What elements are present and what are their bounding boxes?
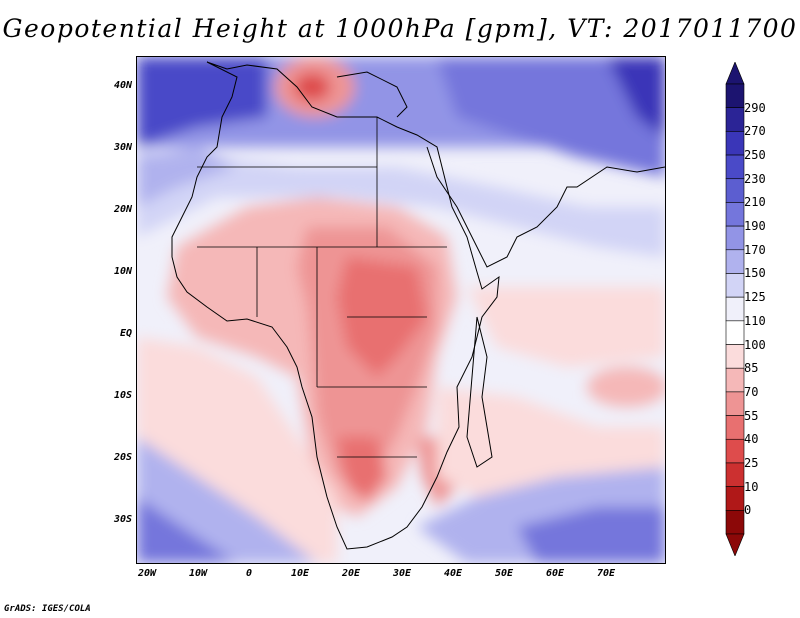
europe-coastline	[336, 71, 408, 118]
colorbar-level-label: 10	[744, 479, 759, 494]
colorbar-segment	[725, 462, 745, 487]
colorbar-level-label: 170	[744, 242, 766, 257]
colorbar-segment	[725, 83, 745, 108]
colorbar-level-label: 0	[744, 503, 752, 518]
lon-tick-label: 20W	[137, 568, 157, 579]
colorbar-level-label: 210	[744, 195, 766, 210]
height-field	[137, 57, 665, 563]
colorbar-level-label: 230	[744, 171, 766, 186]
colorbar-bottom-arrow	[725, 533, 745, 556]
country-borders	[197, 117, 447, 458]
madagascar-coastline	[466, 316, 493, 468]
map-panel[interactable]	[136, 56, 666, 564]
colorbar-level-label: 85	[744, 361, 759, 376]
lat-tick-label: 30S	[113, 514, 132, 525]
lat-tick-label: 10S	[113, 390, 132, 401]
colorbar-segment	[725, 344, 745, 369]
colorbar-segment	[725, 415, 745, 440]
lat-tick-label: 40N	[113, 80, 132, 91]
lon-tick-label: 0	[245, 568, 253, 579]
colorbar-segment	[725, 225, 745, 251]
colorbar-level-label: 150	[744, 266, 766, 281]
lon-tick-label: 20E	[341, 568, 361, 579]
colorbar	[725, 62, 745, 556]
colorbar-level-label: 70	[744, 384, 759, 399]
africa-coastline	[171, 61, 500, 550]
lat-tick-label: 20N	[113, 204, 132, 215]
colorbar-level-label: 125	[744, 290, 766, 305]
colorbar-level-label: 270	[744, 124, 766, 139]
lon-tick-label: 70E	[596, 568, 616, 579]
lon-tick-label: 10E	[290, 568, 310, 579]
lat-tick-label: 10N	[113, 266, 132, 277]
geopotential-map	[137, 57, 665, 563]
colorbar-segment	[725, 367, 745, 393]
colorbar-level-label: 25	[744, 455, 759, 470]
colorbar-segment	[725, 320, 745, 345]
colorbar-segment	[725, 296, 745, 322]
lon-tick-label: 60E	[545, 568, 565, 579]
lat-tick-label: EQ	[119, 328, 132, 339]
lon-tick-label: 30E	[392, 568, 412, 579]
lon-tick-label: 40E	[443, 568, 463, 579]
lat-tick-label: 30N	[113, 142, 132, 153]
colorbar-segment	[725, 510, 745, 535]
colorbar-level-label: 110	[744, 313, 766, 328]
colorbar-top-arrow	[725, 62, 745, 85]
colorbar-level-label: 250	[744, 148, 766, 163]
colorbar-level-label: 100	[744, 337, 766, 352]
colorbar-segment	[725, 131, 745, 156]
colorbar-segment	[725, 154, 745, 180]
colorbar-segment	[725, 273, 745, 298]
footer-credit: GrADS: IGES/COLA	[4, 604, 91, 614]
lon-tick-label: 50E	[494, 568, 514, 579]
colorbar-level-label: 290	[744, 100, 766, 115]
colorbar-segment	[725, 438, 745, 464]
chart-title: Geopotential Height at 1000hPa [gpm], VT…	[2, 14, 798, 43]
colorbar-segments	[725, 62, 745, 556]
colorbar-segment	[725, 202, 745, 227]
colorbar-segment	[725, 249, 745, 274]
lon-tick-label: 10W	[188, 568, 208, 579]
arabia-coastline	[426, 146, 665, 268]
colorbar-segment	[725, 107, 745, 132]
colorbar-segment	[725, 486, 745, 511]
colorbar-level-label: 190	[744, 219, 766, 234]
coastlines	[171, 61, 665, 550]
lat-tick-label: 20S	[113, 452, 132, 463]
colorbar-segment	[725, 178, 745, 203]
colorbar-level-label: 55	[744, 408, 759, 423]
colorbar-segment	[725, 391, 745, 416]
colorbar-level-label: 40	[744, 432, 759, 447]
